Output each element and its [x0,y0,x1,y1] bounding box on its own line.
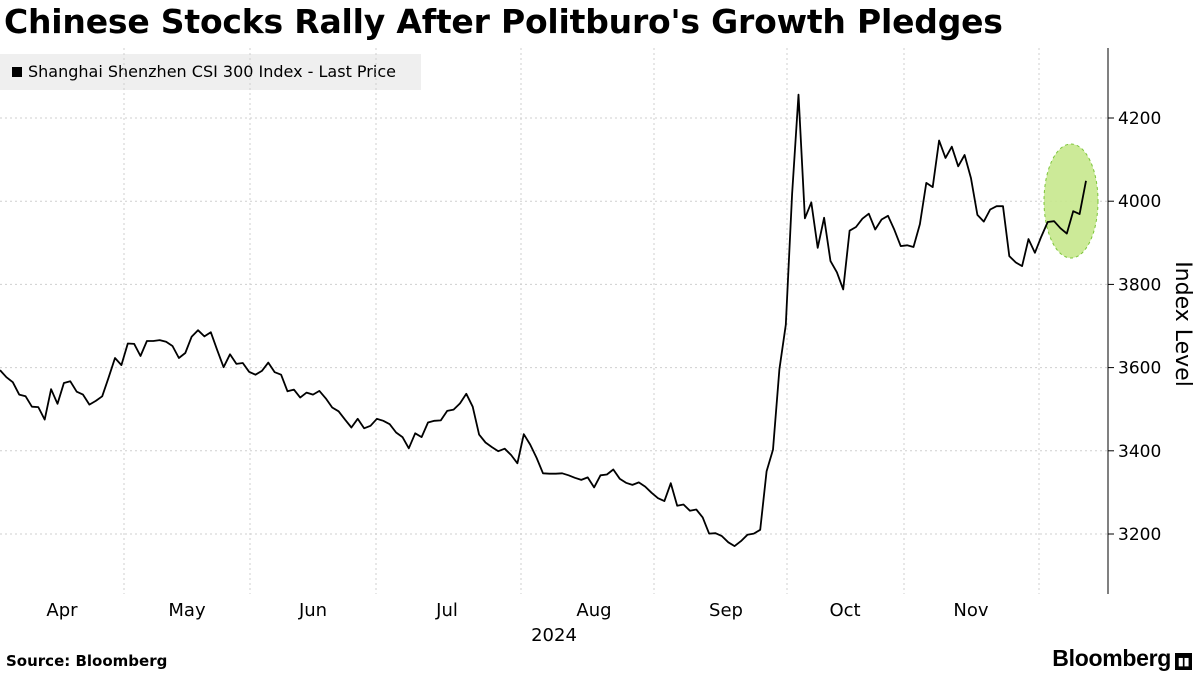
xtick-label-jun: Jun [298,600,327,621]
chart-title: Chinese Stocks Rally After Politburo's G… [4,2,1003,41]
ytick-label-4200: 4200 [1118,109,1161,129]
legend-label: Shanghai Shenzhen CSI 300 Index - Last P… [28,62,396,81]
ytick-label-3400: 3400 [1118,442,1161,462]
csi300-line [0,93,1087,547]
series-layer [0,93,1087,547]
ytick-label-4000: 4000 [1118,192,1161,212]
xtick-label-jul: Jul [435,600,458,621]
xtick-label-aug: Aug [576,600,611,621]
y-axis-label: Index Level [1170,261,1195,387]
gridlines [0,117,1108,535]
xtick-label-may: May [168,600,206,621]
bloomberg-logo: Bloomberg ▮▮ [1052,645,1192,672]
x-gridlines [123,48,1040,594]
x-year-label: 2024 [531,625,577,646]
source-note: Source: Bloomberg [6,652,168,670]
ytick-label-3600: 3600 [1118,359,1161,379]
ytick-label-3200: 3200 [1118,525,1161,545]
xtick-label-sep: Sep [709,600,743,621]
xtick-label-apr: Apr [46,600,78,621]
legend-swatch [12,67,22,77]
highlight-layer [1043,143,1099,259]
xtick-label-nov: Nov [953,600,988,621]
brand-text: Bloomberg [1052,645,1171,671]
y-tick-labels: 3200 3400 3600 3800 4000 4200 [1108,109,1161,545]
x-tick-labels: Apr May Jun Jul Aug Sep Oct Nov [46,600,988,621]
ytick-label-3800: 3800 [1118,275,1161,295]
xtick-label-oct: Oct [829,600,860,621]
legend: Shanghai Shenzhen CSI 300 Index - Last P… [0,54,421,90]
bar-chart-icon: ▮▮ [1175,653,1192,670]
highlight-ellipse [1043,143,1099,259]
